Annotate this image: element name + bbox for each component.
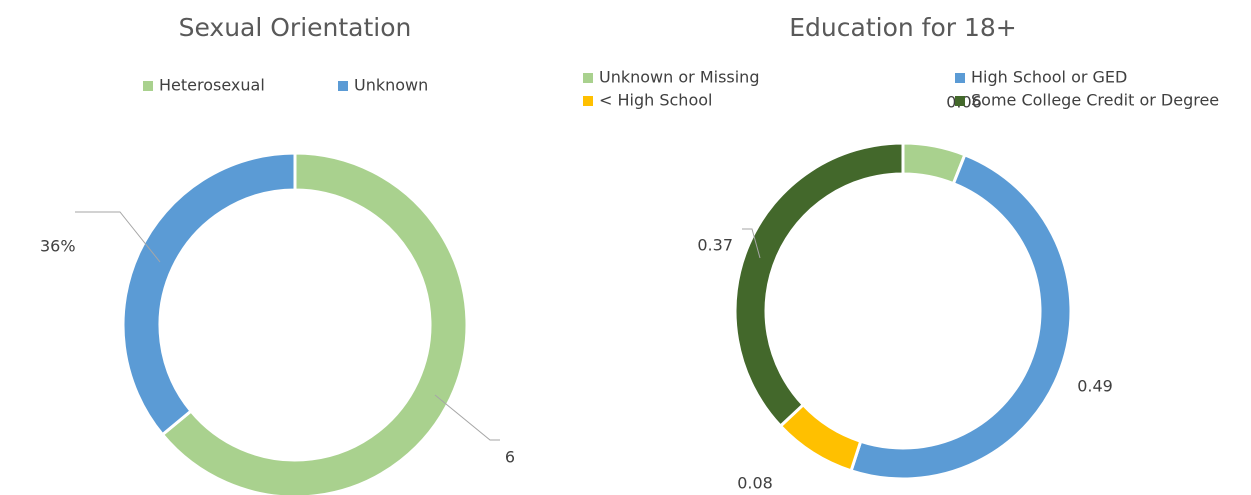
donut-segment	[160, 151, 469, 495]
data-label: 0.49	[1077, 377, 1113, 396]
data-label: 0.08	[737, 474, 773, 493]
legend-label: Some College Credit or Degree	[971, 91, 1219, 110]
leader-line	[434, 394, 500, 441]
data-label: 36%	[40, 237, 76, 256]
legend-swatch	[583, 73, 593, 83]
legend-swatch	[955, 73, 965, 83]
leader-line	[75, 211, 161, 263]
legend-swatch	[955, 96, 965, 106]
data-label: 6	[505, 448, 515, 467]
data-label: 0.37	[697, 236, 733, 255]
legend-label: < High School	[599, 91, 712, 110]
legend-label: High School or GED	[971, 68, 1127, 87]
donut-segment	[733, 141, 905, 429]
legend-label: Unknown or Missing	[599, 68, 759, 87]
chart-title: Education for 18+	[789, 13, 1017, 42]
chart-title: Sexual Orientation	[179, 13, 412, 42]
legend-label: Heterosexual	[159, 76, 265, 95]
donut-segment	[121, 151, 297, 437]
leader-line	[742, 228, 761, 259]
legend-swatch	[143, 81, 153, 91]
legend-label: Unknown	[354, 76, 428, 95]
legend-swatch	[338, 81, 348, 91]
legend-swatch	[583, 96, 593, 106]
donut-segment	[849, 152, 1073, 481]
